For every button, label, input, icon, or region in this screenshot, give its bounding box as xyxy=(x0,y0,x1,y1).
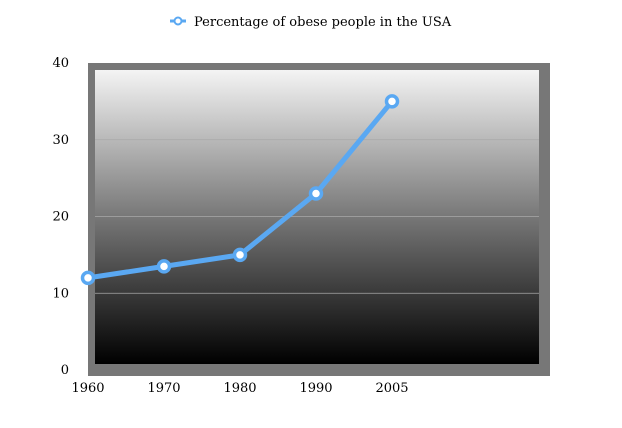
gridlines xyxy=(95,139,539,294)
data-point-marker xyxy=(308,186,324,201)
x-tick-label: 1960 xyxy=(71,381,104,396)
data-point-marker xyxy=(384,94,400,109)
legend: Percentage of obese people in the USA xyxy=(170,15,452,30)
data-point-marker xyxy=(80,270,96,286)
y-tick-label: 30 xyxy=(52,133,69,148)
x-tick-label: 1970 xyxy=(147,381,180,396)
data-point-marker xyxy=(156,259,172,274)
y-tick-label: 0 xyxy=(61,363,69,378)
plot-area xyxy=(95,70,539,364)
x-tick-label: 1980 xyxy=(223,381,256,396)
y-tick-label: 20 xyxy=(52,210,69,225)
x-tick-label: 1990 xyxy=(299,381,332,396)
legend-label: Percentage of obese people in the USA xyxy=(194,15,452,30)
series-group xyxy=(80,94,400,286)
y-tick-label: 10 xyxy=(52,286,69,301)
x-tick-label: 2005 xyxy=(375,381,408,396)
legend-marker xyxy=(173,16,183,26)
y-axis-ticks: 0 10 20 30 40 xyxy=(52,56,69,378)
y-tick-label: 40 xyxy=(52,56,69,71)
x-axis-ticks: 1960 1970 1980 1990 2005 xyxy=(71,381,408,396)
data-point-marker xyxy=(232,247,248,263)
